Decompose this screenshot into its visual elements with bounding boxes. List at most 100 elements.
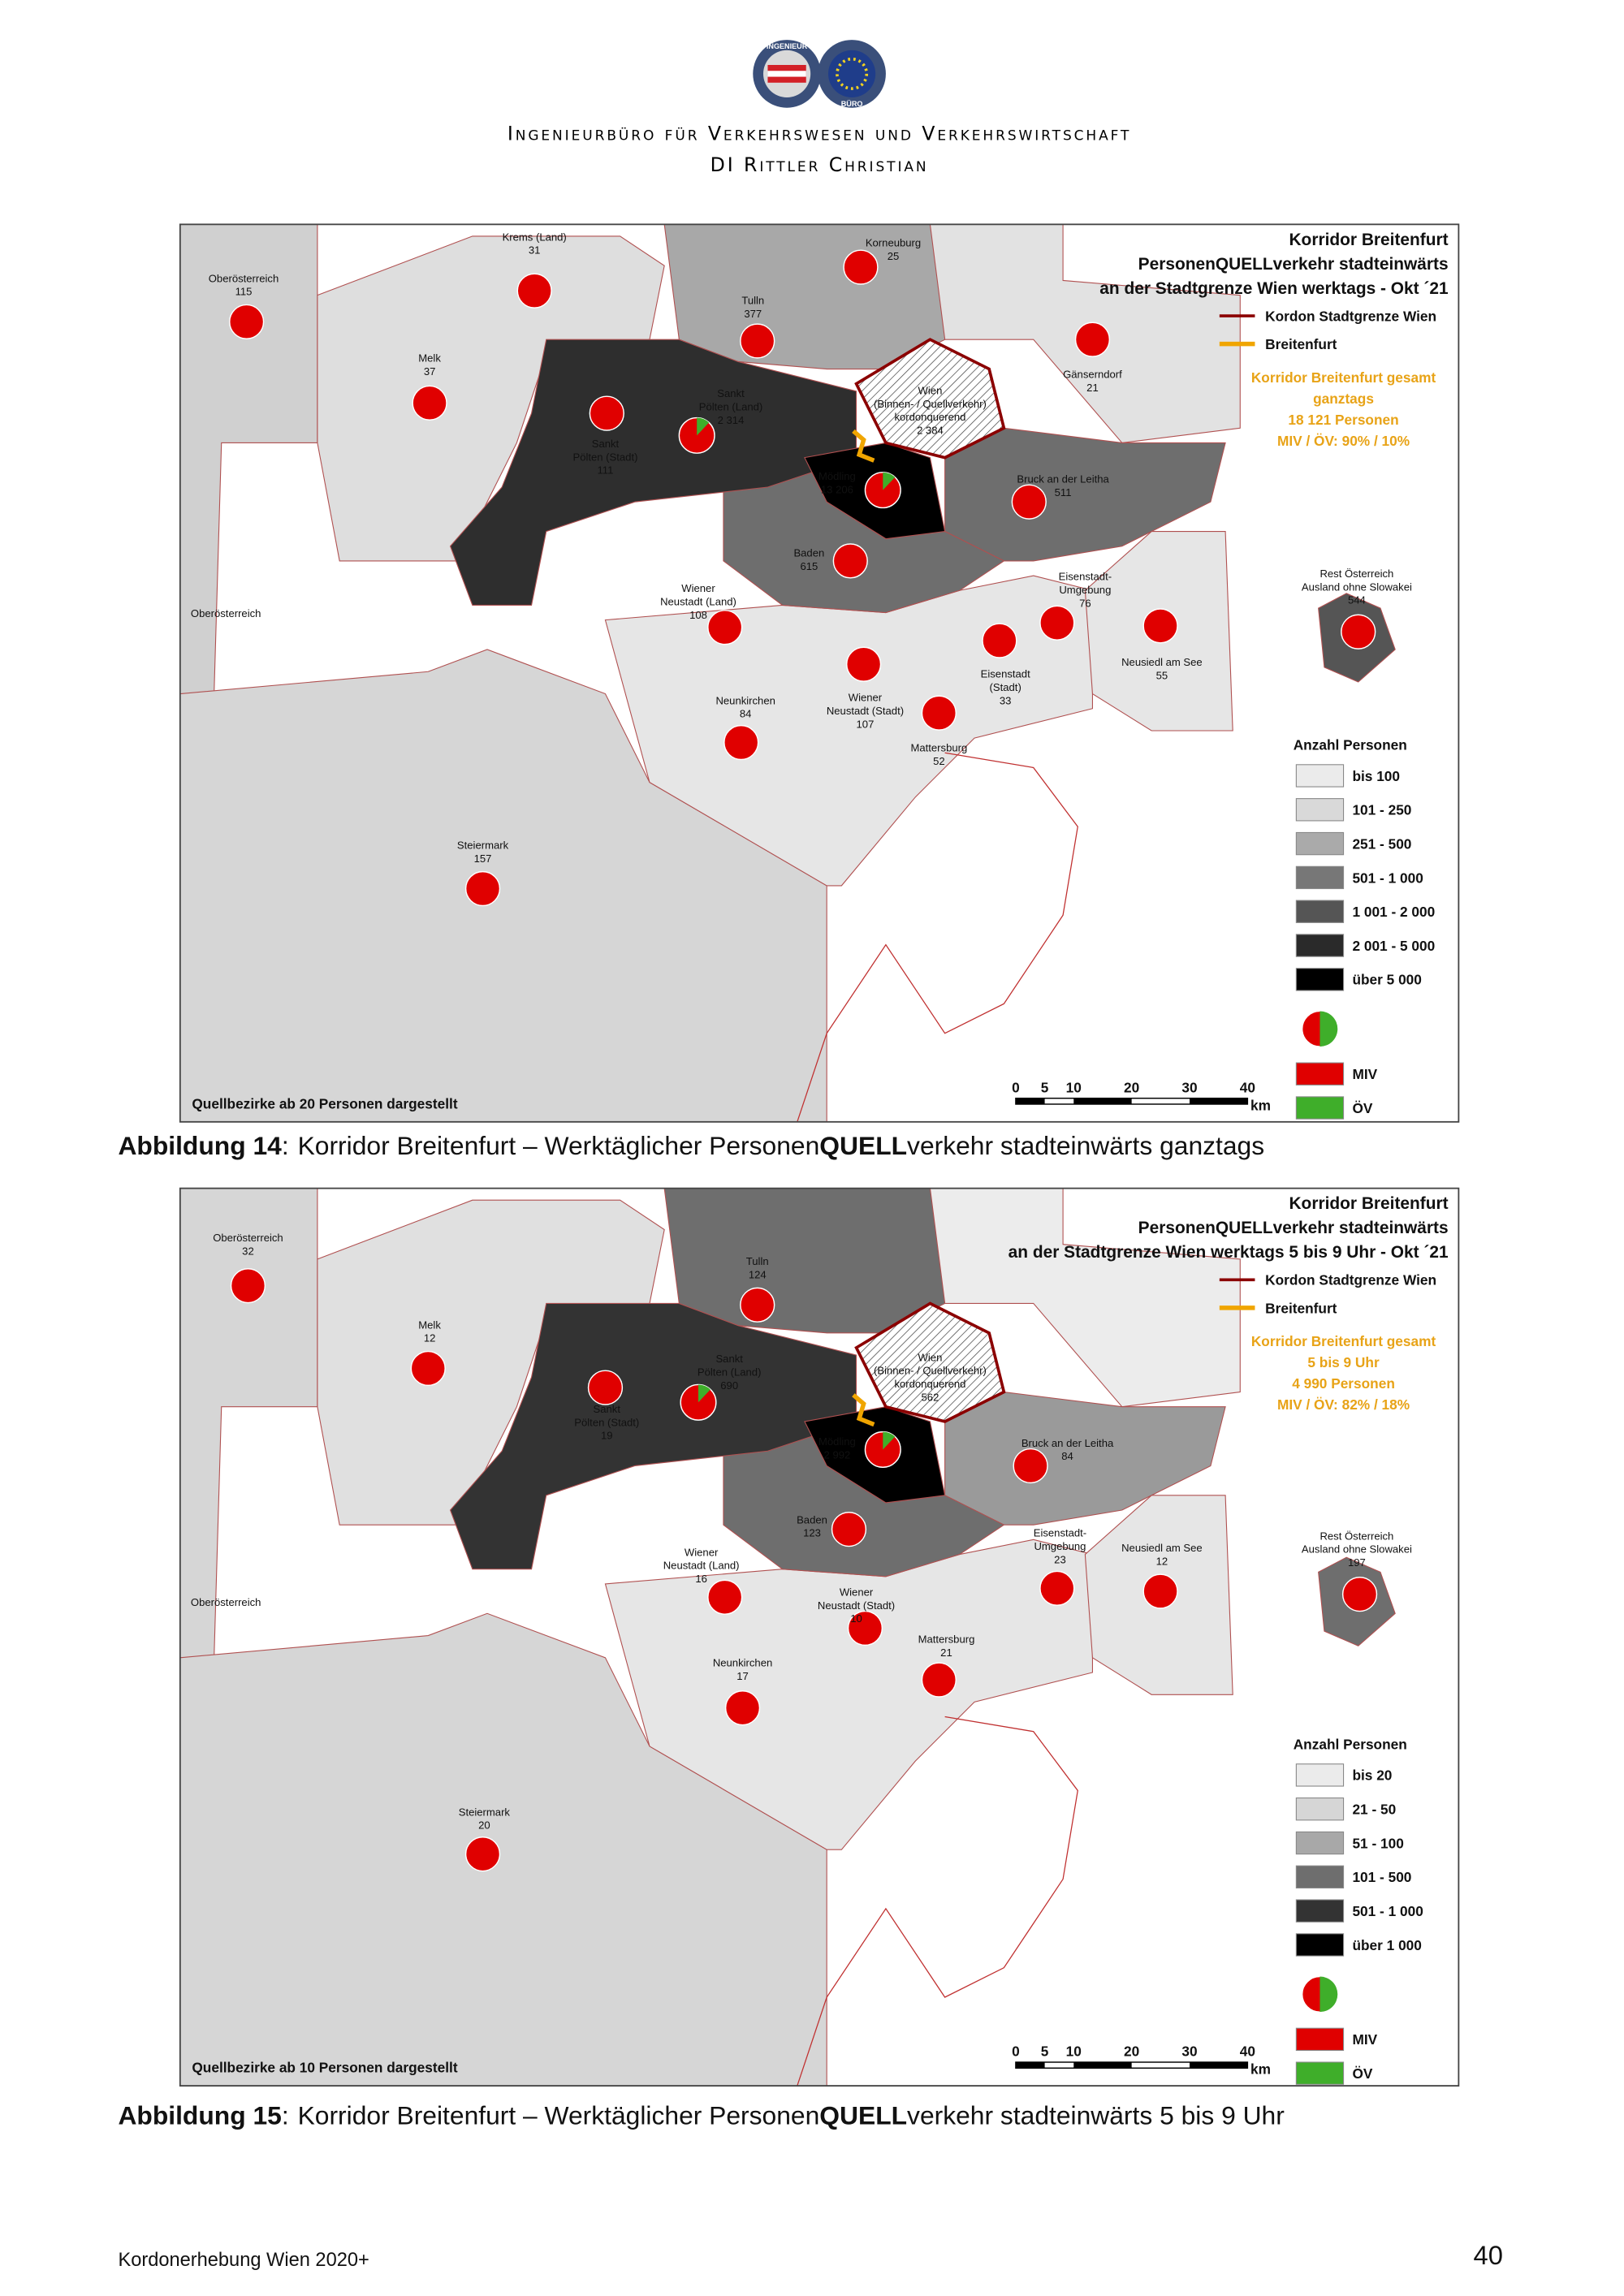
scale-label: 5	[1041, 1079, 1049, 1095]
region-value: 111	[598, 464, 614, 477]
region-name: Eisenstadt-	[1059, 571, 1112, 583]
summary-text: ganztags	[1313, 391, 1374, 407]
region-name: Sankt	[715, 1353, 743, 1365]
region-marker	[982, 623, 1017, 658]
legend-label: 2 001 - 5 000	[1352, 938, 1435, 954]
legend-label: Kordon Stadtgrenze Wien	[1265, 308, 1436, 324]
legend-title: Anzahl Personen	[1294, 737, 1407, 753]
caption-label: Abbildung 15	[118, 2100, 281, 2130]
legend-swatch	[1295, 934, 1345, 957]
region-name: Rest Österreich	[1320, 568, 1393, 580]
map-title: PersonenQUELLverkehr stadteinwärts	[1138, 255, 1449, 274]
legend-swatch	[1295, 1831, 1345, 1855]
logo: INGENIEUR BÜRO	[753, 40, 886, 108]
region-name: Wien	[918, 384, 943, 396]
pie-slice	[1320, 1976, 1338, 2013]
region-name: Wiener	[849, 692, 883, 704]
region-value: 17	[736, 1670, 749, 1682]
region-value: 157	[474, 852, 492, 865]
region-marker	[831, 1511, 867, 1547]
region-name: Neustadt (Land)	[660, 595, 736, 607]
map: Oberösterreich 115 Krems (Land)31 Korneubur…	[179, 223, 1460, 1123]
region-marker	[921, 695, 957, 731]
region-name: Neusiedl am See	[1121, 656, 1203, 668]
legend-swatch	[1295, 1865, 1345, 1888]
region-name: Wiener	[840, 1586, 874, 1598]
legend-swatch	[1295, 865, 1345, 890]
region-marker	[845, 646, 882, 682]
legend-label: Breitenfurt	[1265, 336, 1337, 352]
legend-label: Breitenfurt	[1265, 1300, 1337, 1316]
legend-label: 501 - 1 000	[1352, 870, 1423, 886]
summary-text: 5 bis 9 Uhr	[1307, 1354, 1380, 1370]
legend-label: bis 20	[1352, 1767, 1392, 1784]
region-name: Tulln	[741, 295, 764, 307]
caption-rest: verkehr stadteinwärts ganztags	[907, 1131, 1264, 1160]
region-value: 2 314	[718, 414, 745, 426]
legend-label: MIV	[1352, 2031, 1377, 2048]
region-name: Pölten (Stadt)	[572, 451, 637, 463]
region-name: Rest Österreich	[1320, 1530, 1393, 1542]
kordon-line	[854, 1301, 1006, 1423]
scale-label: 10	[1066, 2044, 1082, 2060]
summary-text: MIV / ÖV: 90% / 10%	[1277, 433, 1410, 449]
region-name: Baden	[797, 1513, 827, 1526]
scale-bar-seg	[1073, 1098, 1132, 1104]
legend-swatch	[1295, 831, 1345, 856]
scale-label: 40	[1240, 2044, 1255, 2060]
footer-text: Kordonerhebung Wien 2020+	[118, 2250, 369, 2271]
region-name: Mödling	[818, 470, 856, 482]
caption-bold: QUELL	[819, 2100, 907, 2130]
map-title: Korridor Breitenfurt	[1289, 231, 1448, 249]
caption-label: Abbildung 14	[118, 1131, 282, 1160]
region-name: Umgebung	[1034, 1540, 1086, 1552]
region-name: Ausland ohne Slowakei	[1302, 580, 1412, 593]
legend-swatch	[1295, 968, 1345, 991]
header-line: Ingenieurbüro für Verkehrswesen und Verk…	[508, 123, 1132, 145]
pie-slice	[1320, 1011, 1338, 1047]
region-marker	[724, 1690, 761, 1726]
legend-swatch	[1295, 1797, 1345, 1821]
region-marker	[1013, 1448, 1048, 1484]
header-line: DI Rittler Christian	[710, 153, 929, 176]
legend-label: 101 - 500	[1352, 1869, 1411, 1885]
legend-swatch	[1295, 798, 1345, 822]
region-name: Korneuburg	[866, 237, 921, 249]
region-name: Mattersburg	[910, 741, 967, 753]
scale-label: 0	[1012, 1079, 1020, 1095]
region-name: Mödling	[818, 1435, 856, 1448]
region-shape	[449, 339, 857, 606]
legend-swatch	[1295, 1933, 1345, 1957]
caption-text: Korridor Breitenfurt – Werktäglicher Per…	[298, 1131, 820, 1160]
region-value: 25	[888, 250, 900, 262]
caption-rest: verkehr stadteinwärts 5 bis 9 Uhr	[907, 2100, 1285, 2130]
region-value: 55	[1156, 669, 1168, 681]
pie-slice	[698, 1384, 710, 1403]
region-name: Steiermark	[459, 1806, 511, 1818]
region-marker	[707, 1579, 743, 1615]
region-value: 33	[1000, 694, 1012, 706]
scale-bar-seg	[1015, 2062, 1045, 2069]
scale-label: 30	[1181, 2044, 1197, 2060]
region-name: Melk	[418, 352, 441, 364]
region-name: Neustadt (Land)	[663, 1560, 740, 1572]
caption-text: Korridor Breitenfurt – Werktäglicher Per…	[298, 2100, 820, 2130]
figure-caption: Abbildung 14: Korridor Breitenfurt – Werk…	[118, 1131, 1264, 1160]
summary-text: MIV / ÖV: 82% / 18%	[1277, 1396, 1410, 1413]
region-name: Baden	[793, 546, 824, 559]
region-value: 615	[800, 560, 818, 572]
region-value: 52	[933, 755, 945, 767]
legend-swatch	[1295, 1899, 1345, 1923]
scale-label: 20	[1124, 2044, 1139, 2060]
region-shape	[914, 1188, 1241, 1408]
legend-swatch	[1295, 2061, 1345, 2085]
region-marker	[847, 1610, 883, 1646]
region-value: 31	[529, 244, 541, 257]
scale-label: 30	[1181, 1079, 1197, 1095]
region-name: Pölten (Land)	[699, 400, 763, 412]
scale-label: 20	[1124, 1079, 1139, 1095]
logo-flag-stripe	[767, 71, 806, 77]
caption-separator: :	[282, 2100, 289, 2130]
